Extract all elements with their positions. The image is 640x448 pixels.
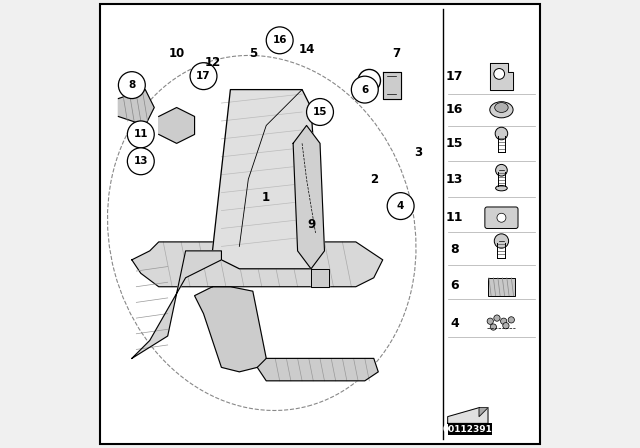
Polygon shape [311, 269, 329, 287]
Circle shape [503, 323, 509, 329]
Circle shape [500, 318, 507, 324]
Text: 8: 8 [450, 243, 459, 257]
Circle shape [118, 72, 145, 99]
Text: 7: 7 [392, 47, 400, 60]
Text: 17: 17 [445, 69, 463, 83]
Polygon shape [195, 287, 266, 372]
Circle shape [495, 127, 508, 140]
Polygon shape [383, 72, 401, 99]
Text: 3: 3 [415, 146, 422, 159]
Polygon shape [212, 90, 320, 269]
Text: 4: 4 [397, 201, 404, 211]
Circle shape [490, 324, 497, 330]
Circle shape [487, 318, 493, 324]
Circle shape [358, 69, 380, 92]
Polygon shape [479, 408, 488, 417]
Text: 16: 16 [445, 103, 463, 116]
Circle shape [127, 121, 154, 148]
Polygon shape [159, 108, 195, 143]
Text: 10: 10 [168, 47, 185, 60]
Polygon shape [132, 251, 221, 358]
Text: 1: 1 [262, 190, 270, 204]
Circle shape [494, 234, 509, 248]
Circle shape [497, 213, 506, 222]
Text: 16: 16 [273, 35, 287, 45]
Text: 13: 13 [134, 156, 148, 166]
Polygon shape [490, 63, 513, 90]
Text: 11: 11 [134, 129, 148, 139]
Text: 2: 2 [370, 172, 378, 186]
Text: 9: 9 [307, 217, 315, 231]
Circle shape [387, 193, 414, 220]
Circle shape [494, 69, 504, 79]
Text: 15: 15 [445, 137, 463, 150]
Text: 11: 11 [445, 211, 463, 224]
Ellipse shape [490, 102, 513, 118]
Text: 4: 4 [450, 317, 459, 330]
Circle shape [190, 63, 217, 90]
Circle shape [495, 164, 508, 176]
Text: 00112391: 00112391 [443, 425, 493, 434]
Text: 14: 14 [298, 43, 315, 56]
Circle shape [351, 76, 378, 103]
Text: 6: 6 [450, 279, 459, 293]
FancyBboxPatch shape [488, 278, 515, 296]
Text: 8: 8 [128, 80, 136, 90]
Polygon shape [132, 242, 383, 287]
Circle shape [127, 148, 154, 175]
Text: 17: 17 [196, 71, 211, 81]
Text: 6: 6 [361, 85, 369, 95]
Text: 15: 15 [313, 107, 327, 117]
Circle shape [266, 27, 293, 54]
Text: 5: 5 [249, 47, 257, 60]
FancyBboxPatch shape [100, 4, 540, 444]
Circle shape [307, 99, 333, 125]
FancyBboxPatch shape [485, 207, 518, 228]
Text: 12: 12 [204, 56, 221, 69]
Text: 13: 13 [445, 172, 463, 186]
Polygon shape [118, 90, 154, 125]
Ellipse shape [495, 103, 508, 112]
Polygon shape [448, 408, 488, 423]
Circle shape [494, 315, 500, 321]
Circle shape [508, 317, 515, 323]
Polygon shape [293, 125, 324, 269]
Ellipse shape [495, 185, 508, 191]
Bar [448, 423, 493, 435]
Polygon shape [257, 358, 378, 381]
